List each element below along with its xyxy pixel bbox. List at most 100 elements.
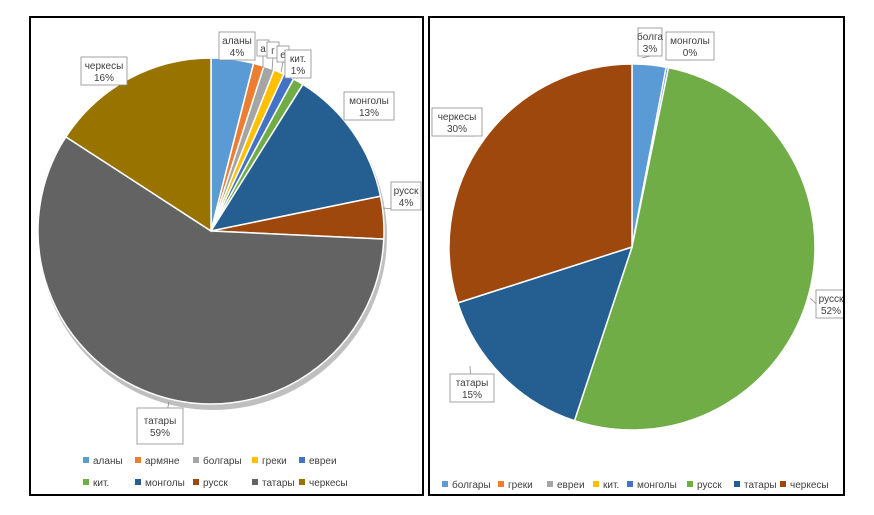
legend-label: татары xyxy=(262,478,295,489)
legend-swatch xyxy=(252,479,258,485)
legend-item-left-болгары: болгары xyxy=(193,455,242,467)
label-box xyxy=(431,107,483,137)
legend-label: кит. xyxy=(603,480,619,491)
data-label-left-армяне: а xyxy=(256,39,270,68)
pie-slice-left-монголы xyxy=(209,83,382,233)
data-label-text: русск xyxy=(819,294,843,305)
legend-item-right-кит: кит. xyxy=(593,480,619,491)
legend-item-left-кит: кит. xyxy=(83,478,109,489)
legend-item-left-армяне: армяне xyxy=(135,456,180,467)
data-label-text: татары xyxy=(144,416,177,427)
legend-label: русск xyxy=(697,480,722,491)
pie-chart-right: болга3%монголы0%русск52%татары15%черкесы… xyxy=(431,27,843,491)
label-box xyxy=(665,31,715,61)
leader-line xyxy=(280,61,284,73)
legend-swatch xyxy=(252,457,258,463)
label-box xyxy=(815,289,843,319)
data-label-text: черкесы xyxy=(438,112,477,123)
legend-item-left-греки: греки xyxy=(252,456,287,467)
label-box xyxy=(218,31,256,61)
legend-label: болгары xyxy=(203,455,242,467)
legend-label: евреи xyxy=(309,456,337,467)
legend-label: евреи xyxy=(557,480,585,491)
legend-item-right-болгары: болгары xyxy=(442,479,491,491)
legend-label: кит. xyxy=(93,478,109,489)
data-label-text: а xyxy=(260,44,266,55)
chart-panel-left: аланы 4% а г е кит. 1% монголы 13% русск 4% татары 5… xyxy=(29,16,424,496)
data-label-text: 0% xyxy=(683,48,698,59)
legend-label: греки xyxy=(508,480,533,491)
data-label-text: 4% xyxy=(230,48,245,59)
label-box xyxy=(343,91,395,121)
label-box xyxy=(136,407,184,445)
data-label-text: 52% xyxy=(821,306,841,317)
pie-slice-left-черкесы xyxy=(64,57,212,233)
legend-item-left-татары: татары xyxy=(252,478,295,489)
legend-item-left-русск: русск xyxy=(193,478,228,489)
legend-swatch xyxy=(734,481,740,487)
data-label-text: 3% xyxy=(643,44,658,55)
data-label-text: болга xyxy=(637,31,663,43)
legend-label: татары xyxy=(744,480,777,491)
label-box xyxy=(80,56,128,86)
data-label-text: 16% xyxy=(94,73,114,84)
data-label-left-кит: кит.1% xyxy=(284,49,312,79)
legend-label: греки xyxy=(262,456,287,467)
legend-swatch xyxy=(593,481,599,487)
pie-slice-right-черкесы xyxy=(448,63,633,304)
leader-line xyxy=(271,57,274,71)
pie-slice-right-русск xyxy=(573,66,816,431)
legend-label: черкесы xyxy=(790,480,829,491)
legend-label: монголы xyxy=(637,480,677,491)
legend-item-right-русск: русск xyxy=(687,480,722,491)
legend-item-right-монголы: монголы xyxy=(627,480,677,491)
legend-swatch xyxy=(83,479,89,485)
pie-slice-right-татары xyxy=(456,245,634,422)
legend-label: аланы xyxy=(93,456,123,467)
data-label-text: 1% xyxy=(291,66,306,77)
legend-swatch xyxy=(135,457,141,463)
legend-swatch xyxy=(498,481,504,487)
legend-item-left-монголы: монголы xyxy=(135,478,185,489)
data-label-left-греки: г xyxy=(266,41,280,71)
label-box xyxy=(449,373,495,403)
data-label-text: татары xyxy=(456,378,489,389)
label-box xyxy=(390,181,422,211)
data-label-text: 4% xyxy=(399,198,414,209)
legend-swatch xyxy=(780,481,786,487)
legend-swatch xyxy=(442,481,448,487)
legend-item-left-евреи: евреи xyxy=(299,456,337,467)
legend-label: монголы xyxy=(145,478,185,489)
legend-item-right-греки: греки xyxy=(498,480,533,491)
legend-item-left-аланы: аланы xyxy=(83,456,123,467)
label-box xyxy=(637,27,663,57)
data-label-text: 30% xyxy=(447,124,467,135)
data-label-text: русск xyxy=(394,186,419,197)
data-label-text: 13% xyxy=(359,108,379,119)
data-label-text: аланы xyxy=(222,36,252,47)
legend-swatch xyxy=(135,479,141,485)
legend-swatch xyxy=(299,479,305,485)
legend-item-right-черкесы: черкесы xyxy=(780,480,829,491)
legend-label: русск xyxy=(203,478,228,489)
data-label-text: черкесы xyxy=(85,61,124,72)
data-label-text: 15% xyxy=(462,390,482,401)
legend-item-right-евреи: евреи xyxy=(547,480,585,491)
legend-item-right-татары: татары xyxy=(734,480,777,491)
data-label-text: г xyxy=(271,46,275,57)
pie-slice-left-татары xyxy=(37,135,385,405)
data-label-text: е xyxy=(280,50,286,61)
chart-panel-right: болга 3% монголы 0% русск 52% татары 15% черкесы… xyxy=(428,16,845,496)
data-label-text: монголы xyxy=(349,96,389,107)
legend-swatch xyxy=(687,481,693,487)
